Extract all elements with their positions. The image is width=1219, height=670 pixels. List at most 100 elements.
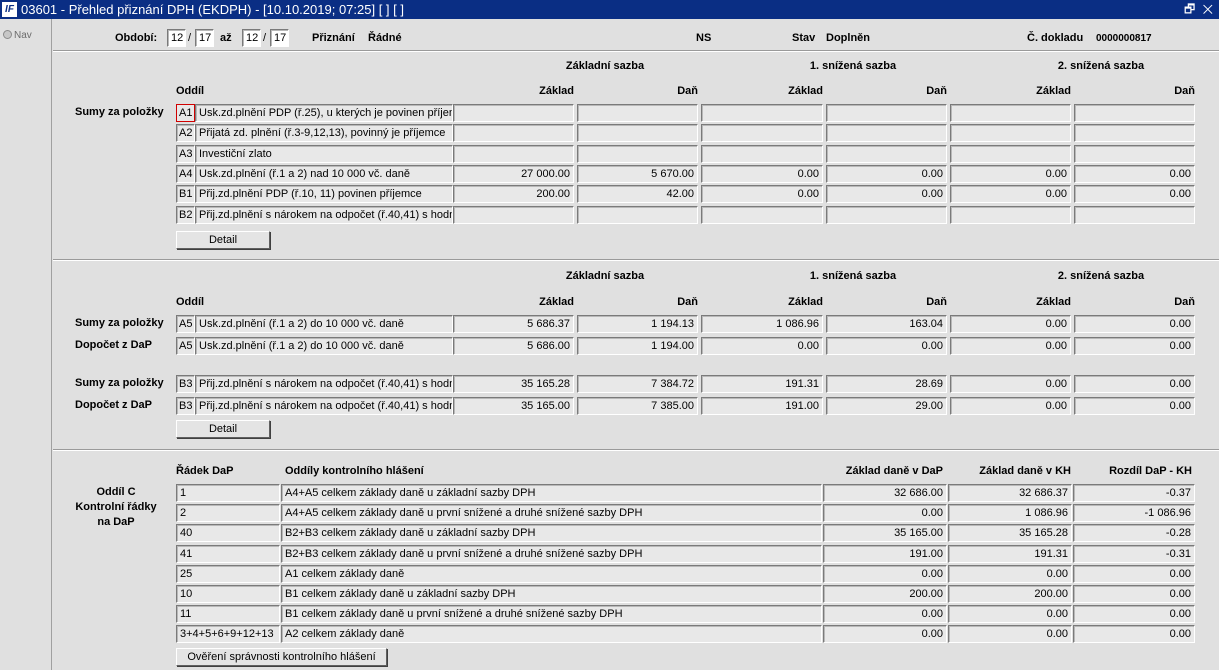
group-header-zakladni: Základní sazba xyxy=(565,270,645,282)
priznani-value: Řádné xyxy=(368,32,402,44)
zaklad-kh-field: 32 686.37 xyxy=(948,484,1072,502)
value-field: 0.00 xyxy=(1074,185,1195,204)
value-field xyxy=(950,104,1071,122)
period-from-month[interactable]: 12 xyxy=(167,29,186,47)
nav-button[interactable]: Nav xyxy=(3,30,32,41)
oddil-description: Přij.zd.plnění PDP (ř.10, 11) povinen př… xyxy=(195,185,453,204)
value-field xyxy=(577,104,698,122)
oddil-code[interactable]: B2 xyxy=(176,205,195,224)
value-field xyxy=(701,205,823,224)
value-field xyxy=(577,205,698,224)
main-form: Období: 12 / 17 až 12 / 17 Přiznání Řádn… xyxy=(53,19,1219,670)
rozdil-field: -1 086.96 xyxy=(1073,504,1195,523)
rozdil-field: 0.00 xyxy=(1073,605,1195,624)
value-field xyxy=(453,104,574,122)
separator-3 xyxy=(53,449,1219,451)
oddil-description: Usk.zd.plnění PDP (ř.25), u kterých je p… xyxy=(195,104,453,122)
oddil-description: Usk.zd.plnění (ř.1 a 2) do 10 000 vč. da… xyxy=(195,315,453,333)
row-label: Dopočet z DaP xyxy=(75,399,153,411)
window-title: 03601 - Přehled přiznání DPH (EKDPH) - [… xyxy=(21,2,404,17)
value-field: 27 000.00 xyxy=(453,164,574,183)
value-field xyxy=(1074,144,1195,163)
zaklad-kh-field: 0.00 xyxy=(948,605,1072,624)
oddil-code[interactable]: A1 xyxy=(176,104,195,122)
value-field: 0.00 xyxy=(950,337,1071,355)
separator-1 xyxy=(53,50,1219,52)
value-field: 0.00 xyxy=(950,164,1071,183)
value-field: 5 670.00 xyxy=(577,164,698,183)
value-field: 29.00 xyxy=(826,397,947,415)
row-label-sumy: Sumy za položky xyxy=(75,106,164,118)
period-to-year[interactable]: 17 xyxy=(270,29,289,47)
oddil-description: Přij.zd.plnění s nárokem na odpočet (ř.4… xyxy=(195,205,453,224)
radek-dap-field: 10 xyxy=(176,585,280,603)
header-zaklad-dap: Základ daně v DaP xyxy=(845,465,943,477)
oddil-kh-description: A4+A5 celkem základy daně u první snížen… xyxy=(281,504,822,523)
oddil-kh-description: B1 celkem základy daně u základní sazby … xyxy=(281,585,822,603)
oddil-code[interactable]: B1 xyxy=(176,185,195,204)
value-field xyxy=(950,205,1071,224)
title-bar: IF 03601 - Přehled přiznání DPH (EKDPH) … xyxy=(0,0,1219,19)
row-label: Sumy za položky xyxy=(75,377,164,389)
window-controls[interactable]: 🗗 ✕ xyxy=(1184,2,1215,16)
col-header-dan: Daň xyxy=(677,85,698,97)
zaklad-kh-field: 1 086.96 xyxy=(948,504,1072,523)
oddil-code[interactable]: B3 xyxy=(176,375,195,393)
value-field: 0.00 xyxy=(701,164,823,183)
rozdil-field: 0.00 xyxy=(1073,585,1195,603)
value-field: 1 194.00 xyxy=(577,337,698,355)
oddil-code[interactable]: A2 xyxy=(176,124,195,143)
zaklad-dap-field: 191.00 xyxy=(823,544,947,563)
col-header-dan: Daň xyxy=(926,296,947,308)
oddil-code[interactable]: B3 xyxy=(176,397,195,415)
priznani-label: Přiznání xyxy=(312,32,355,44)
value-field: 0.00 xyxy=(826,337,947,355)
value-field xyxy=(826,124,947,143)
oddil-code[interactable]: A4 xyxy=(176,164,195,183)
value-field xyxy=(1074,104,1195,122)
value-field: 5 686.00 xyxy=(453,337,574,355)
zaklad-kh-field: 191.31 xyxy=(948,544,1072,563)
zaklad-dap-field: 200.00 xyxy=(823,585,947,603)
group-header-snizena-1: 1. snížená sazba xyxy=(809,270,897,282)
value-field: 35 165.28 xyxy=(453,375,574,393)
radek-dap-field: 25 xyxy=(176,564,280,583)
radek-dap-field: 40 xyxy=(176,524,280,543)
value-field: 0.00 xyxy=(826,185,947,204)
oddil-code[interactable]: A3 xyxy=(176,144,195,163)
oddil-description: Investiční zlato xyxy=(195,144,453,163)
value-field xyxy=(1074,205,1195,224)
zaklad-kh-field: 0.00 xyxy=(948,625,1072,644)
radek-dap-field: 11 xyxy=(176,605,280,624)
header-oddily-kh: Oddíly kontrolního hlášení xyxy=(285,465,424,477)
oddil-header: Oddíl xyxy=(176,296,205,308)
zaklad-dap-field: 0.00 xyxy=(823,605,947,624)
value-field xyxy=(453,205,574,224)
period-from-year[interactable]: 17 xyxy=(195,29,214,47)
value-field xyxy=(950,124,1071,143)
oddil-code[interactable]: A5 xyxy=(176,315,195,333)
oddil-description: Usk.zd.plnění (ř.1 a 2) nad 10 000 vč. d… xyxy=(195,164,453,183)
radek-dap-field: 3+4+5+6+9+12+13 xyxy=(176,625,280,644)
zaklad-kh-field: 200.00 xyxy=(948,585,1072,603)
oddil-description: Usk.zd.plnění (ř.1 a 2) do 10 000 vč. da… xyxy=(195,337,453,355)
col-header-zaklad: Základ xyxy=(539,85,574,97)
value-field: 0.00 xyxy=(701,185,823,204)
verify-kh-button[interactable]: Ověření správnosti kontrolního hlášení xyxy=(176,648,387,666)
col-header-zaklad: Základ xyxy=(1036,85,1071,97)
value-field: 0.00 xyxy=(701,337,823,355)
detail-button[interactable]: Detail xyxy=(176,420,270,438)
oddil-code[interactable]: A5 xyxy=(176,337,195,355)
oddil-description: Přij.zd.plnění s nárokem na odpočet (ř.4… xyxy=(195,375,453,393)
nav-pane: Nav xyxy=(0,19,52,670)
value-field: 7 385.00 xyxy=(577,397,698,415)
group-header-snizena-1: 1. snížená sazba xyxy=(809,60,897,72)
oddil-kh-description: B2+B3 celkem základy daně u první snížen… xyxy=(281,544,822,563)
detail-button[interactable]: Detail xyxy=(176,231,270,249)
value-field xyxy=(453,144,574,163)
col-header-dan: Daň xyxy=(1174,296,1195,308)
value-field xyxy=(826,205,947,224)
oddil-kh-description: B1 celkem základy daně u první snížené a… xyxy=(281,605,822,624)
period-to-month[interactable]: 12 xyxy=(242,29,261,47)
value-field: 163.04 xyxy=(826,315,947,333)
